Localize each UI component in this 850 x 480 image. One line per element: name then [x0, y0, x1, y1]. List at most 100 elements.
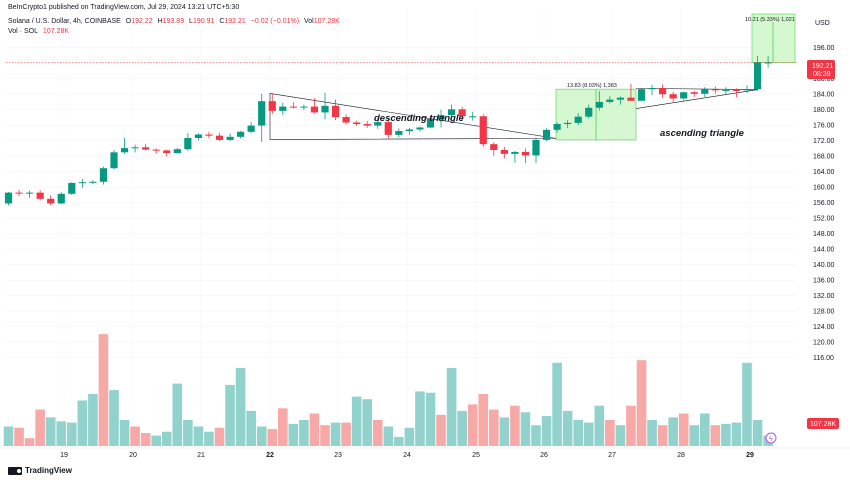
volume-bar [446, 368, 457, 446]
candle-body [289, 106, 297, 108]
volume-value-badge [807, 418, 839, 429]
vol-symbol-label[interactable]: Vol · SOL [8, 28, 38, 35]
candle-body [500, 150, 508, 154]
candle-body [395, 131, 403, 135]
volume-bar [362, 399, 372, 446]
close-value: 192.21 [224, 18, 246, 25]
symbol-title[interactable]: Solana / U.S. Dollar, 4h, COINBASE [8, 18, 121, 25]
candle-body [722, 89, 730, 91]
volume-bar [235, 368, 246, 446]
candle-body [616, 97, 624, 100]
volume-bar [457, 410, 467, 446]
volume-bars [3, 334, 773, 446]
volume-bar [394, 436, 404, 446]
volume-bar [288, 423, 299, 446]
candle-body [310, 106, 319, 113]
candle-body [764, 62, 772, 64]
price-tick-label: 140.00 [813, 262, 835, 269]
measure-label-2: 10.21 (5.33%) 1,021 [745, 17, 795, 23]
price-tick-label: 176.00 [813, 123, 835, 130]
candle-body [426, 119, 435, 128]
candle-body [690, 92, 698, 94]
price-tick-label: 168.00 [813, 154, 835, 161]
volume-value-label: 107.28K [810, 421, 836, 428]
currency-label[interactable]: USD [815, 20, 830, 27]
volume-bar [3, 426, 14, 446]
volume-bar [594, 405, 605, 446]
volume-bar [246, 410, 256, 446]
volume-bar [636, 360, 647, 446]
candle-body [184, 137, 192, 150]
volume-bar [415, 391, 425, 446]
volume-bar [689, 425, 700, 446]
volume-bar [510, 405, 520, 446]
high-value: 193.89 [162, 18, 185, 25]
volume-bar [109, 390, 119, 446]
candle-body [99, 168, 108, 182]
volume-bar [721, 423, 731, 446]
pattern-drawings [269, 13, 796, 141]
volume-bar [320, 425, 330, 446]
candle-body [669, 94, 677, 99]
tradingview-brand[interactable]: TradingView [8, 466, 72, 475]
volume-bar [299, 420, 309, 446]
tradingview-logo-icon [8, 466, 22, 475]
candle-body [701, 89, 709, 94]
volume-bar [140, 433, 151, 446]
candle-body [321, 105, 329, 113]
volume-bar [309, 413, 320, 446]
lightning-icon[interactable] [765, 432, 777, 444]
time-tick-label: 24 [403, 452, 411, 459]
chart-grid [6, 8, 797, 448]
volume-bar [67, 422, 77, 446]
candle-body [78, 182, 86, 184]
ascending-triangle-label: ascending triangle [660, 128, 745, 139]
candle-body [205, 134, 213, 136]
candle-body [89, 181, 97, 183]
volume-bar [151, 435, 161, 446]
candle-body [659, 88, 667, 95]
candle-body [595, 101, 603, 108]
volume-bar [573, 420, 583, 446]
candle-body [553, 124, 561, 130]
volume-bar [172, 383, 183, 446]
candle-body [131, 147, 139, 149]
volume-bar [436, 414, 446, 446]
time-tick-label: 20 [129, 452, 137, 459]
price-tick-label: 132.00 [813, 293, 835, 300]
close-label: C [219, 18, 225, 25]
time-tick-label: 28 [677, 452, 685, 459]
candle-body [680, 92, 688, 99]
volume-bar [404, 427, 415, 446]
candle-body [36, 192, 44, 199]
candle-body [585, 107, 593, 117]
vol-label: Vol [303, 18, 314, 25]
candle-body [300, 106, 308, 108]
price-tick-label: 184.00 [813, 92, 835, 99]
volume-bar [678, 413, 689, 446]
volume-bar [56, 421, 67, 446]
candle-body [479, 116, 487, 145]
brand-name: TradingView [25, 466, 72, 475]
candle-body [743, 89, 751, 91]
price-tick-label: 116.00 [813, 355, 834, 362]
price-tick-label: 160.00 [813, 185, 835, 192]
candle-body [416, 127, 424, 130]
open-label: O [125, 18, 132, 25]
candle-body [711, 89, 719, 91]
candle-body [68, 182, 76, 194]
volume-bar [383, 426, 394, 446]
volume-bar [204, 431, 214, 446]
price-axis: 196.00192.00188.00184.00180.00176.00172.… [813, 45, 835, 362]
volume-bar [700, 413, 710, 446]
change-value: −0.02 (−0.01%) [250, 18, 300, 25]
candle-body [532, 139, 540, 156]
descending-triangle-label: descending triangle [374, 113, 464, 124]
high-label: H [157, 18, 163, 25]
candle-body [606, 99, 614, 102]
price-tick-label: 156.00 [813, 200, 835, 207]
volume-bar [520, 412, 531, 446]
candle-body [490, 144, 498, 150]
price-tick-label: 188.00 [813, 76, 835, 83]
